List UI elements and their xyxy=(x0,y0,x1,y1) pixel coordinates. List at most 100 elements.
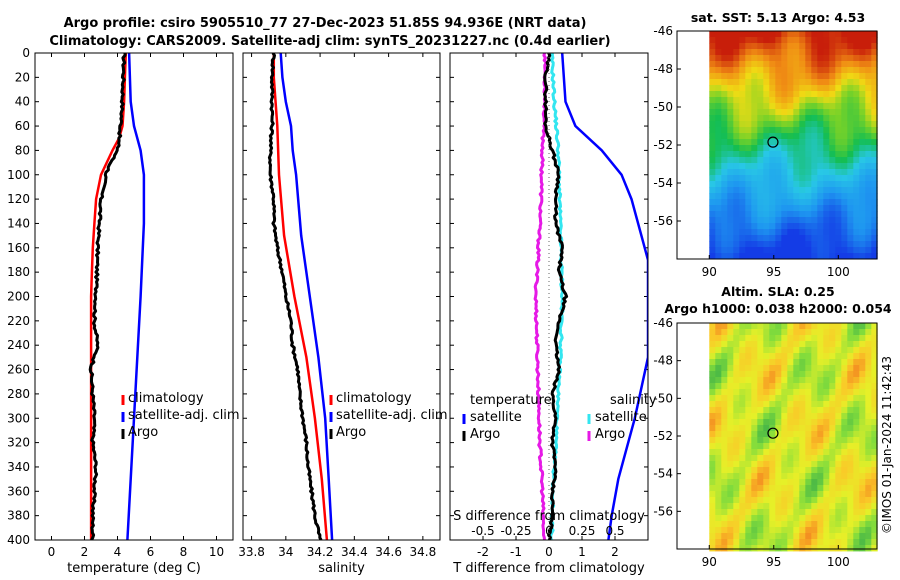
x-tick-label: 90 xyxy=(702,555,717,569)
heatmap-cell xyxy=(781,241,788,248)
heatmap-cell xyxy=(739,455,746,462)
heatmap-cell xyxy=(823,389,830,396)
heatmap-cell xyxy=(835,383,842,390)
heatmap-cell xyxy=(769,31,776,38)
heatmap-cell xyxy=(829,79,836,86)
heatmap-cell xyxy=(835,229,842,236)
heatmap-cell xyxy=(841,133,848,140)
heatmap-cell xyxy=(787,37,794,44)
heatmap-cell xyxy=(721,425,728,432)
heatmap-cell xyxy=(841,217,848,224)
heatmap-cell xyxy=(763,97,770,104)
heatmap-cell xyxy=(859,323,866,330)
heatmap-cell xyxy=(859,217,866,224)
heatmap-cell xyxy=(733,211,740,218)
y-tick-label: 320 xyxy=(7,436,30,450)
heatmap-cell xyxy=(799,97,806,104)
heatmap-cell xyxy=(805,407,812,414)
heatmap-cell xyxy=(775,545,782,552)
heatmap-cell xyxy=(763,145,770,152)
heatmap-cell xyxy=(823,241,830,248)
heatmap-cell xyxy=(763,241,770,248)
heatmap-cell xyxy=(805,49,812,56)
heatmap-cell xyxy=(805,323,812,330)
heatmap-cell xyxy=(853,139,860,146)
heatmap-cell xyxy=(859,145,866,152)
y-tick-label: 360 xyxy=(7,484,30,498)
heatmap-cell xyxy=(853,533,860,540)
heatmap-cell xyxy=(727,49,734,56)
heatmap-cell xyxy=(817,491,824,498)
heatmap-cell xyxy=(763,353,770,360)
heatmap-cell xyxy=(745,127,752,134)
heatmap-cell xyxy=(757,341,764,348)
heatmap-cell xyxy=(721,473,728,480)
heatmap-cell xyxy=(865,473,872,480)
heatmap-cell xyxy=(823,163,830,170)
heatmap-cell xyxy=(805,157,812,164)
heatmap-cell xyxy=(775,79,782,86)
heatmap-cell xyxy=(787,383,794,390)
heatmap-cell xyxy=(871,115,878,122)
heatmap-cell xyxy=(859,347,866,354)
heatmap-cell xyxy=(775,479,782,486)
heatmap-cell xyxy=(841,223,848,230)
heatmap-cell xyxy=(859,491,866,498)
heatmap-cell xyxy=(829,85,836,92)
heatmap-cell xyxy=(757,503,764,510)
heatmap-cell xyxy=(727,539,734,546)
heatmap-cell xyxy=(727,193,734,200)
heatmap-cell xyxy=(745,199,752,206)
heatmap-cell xyxy=(871,121,878,128)
heatmap-cell xyxy=(709,437,716,444)
series-salinity-satellite xyxy=(549,53,565,540)
heatmap-cell xyxy=(781,61,788,68)
heatmap-cell xyxy=(769,205,776,212)
heatmap-cell xyxy=(775,217,782,224)
heatmap-cell xyxy=(811,395,818,402)
heatmap-cell xyxy=(733,199,740,206)
heatmap-cell xyxy=(835,461,842,468)
heatmap-cell xyxy=(763,509,770,516)
heatmap-cell xyxy=(799,509,806,516)
heatmap-cell xyxy=(721,73,728,80)
heatmap-cell xyxy=(853,377,860,384)
heatmap-cell xyxy=(715,67,722,74)
heatmap-cell xyxy=(847,473,854,480)
heatmap-cell xyxy=(739,73,746,80)
heatmap-cell xyxy=(823,365,830,372)
heatmap-cell xyxy=(799,199,806,206)
heatmap-cell xyxy=(805,97,812,104)
heatmap-cell xyxy=(715,443,722,450)
heatmap-cell xyxy=(817,139,824,146)
heatmap-cell xyxy=(787,217,794,224)
heatmap-cell xyxy=(793,419,800,426)
heatmap-cell xyxy=(763,371,770,378)
heatmap-cell xyxy=(775,85,782,92)
x-tick-label: 95 xyxy=(766,265,781,279)
heatmap-cell xyxy=(763,211,770,218)
heatmap-cell xyxy=(805,145,812,152)
heatmap-cell xyxy=(763,461,770,468)
heatmap-cell xyxy=(817,371,824,378)
heatmap-cell xyxy=(847,187,854,194)
heatmap-cell xyxy=(715,329,722,336)
heatmap-cell xyxy=(781,37,788,44)
x-axis-label: temperature (deg C) xyxy=(67,561,201,576)
heatmap-cell xyxy=(733,145,740,152)
heatmap-cell xyxy=(745,67,752,74)
heatmap-cell xyxy=(817,377,824,384)
heatmap-cell xyxy=(835,67,842,74)
heatmap-cell xyxy=(745,341,752,348)
heatmap-cell xyxy=(823,91,830,98)
heatmap-cell xyxy=(781,91,788,98)
heatmap-cell xyxy=(745,515,752,522)
heatmap-cell xyxy=(775,419,782,426)
heatmap-cell xyxy=(739,31,746,38)
heatmap-cell xyxy=(781,371,788,378)
argo-location-marker xyxy=(767,136,779,148)
heatmap-cell xyxy=(847,479,854,486)
heatmap-cell xyxy=(751,91,758,98)
heatmap-cell xyxy=(709,235,716,242)
heatmap-cell xyxy=(853,109,860,116)
